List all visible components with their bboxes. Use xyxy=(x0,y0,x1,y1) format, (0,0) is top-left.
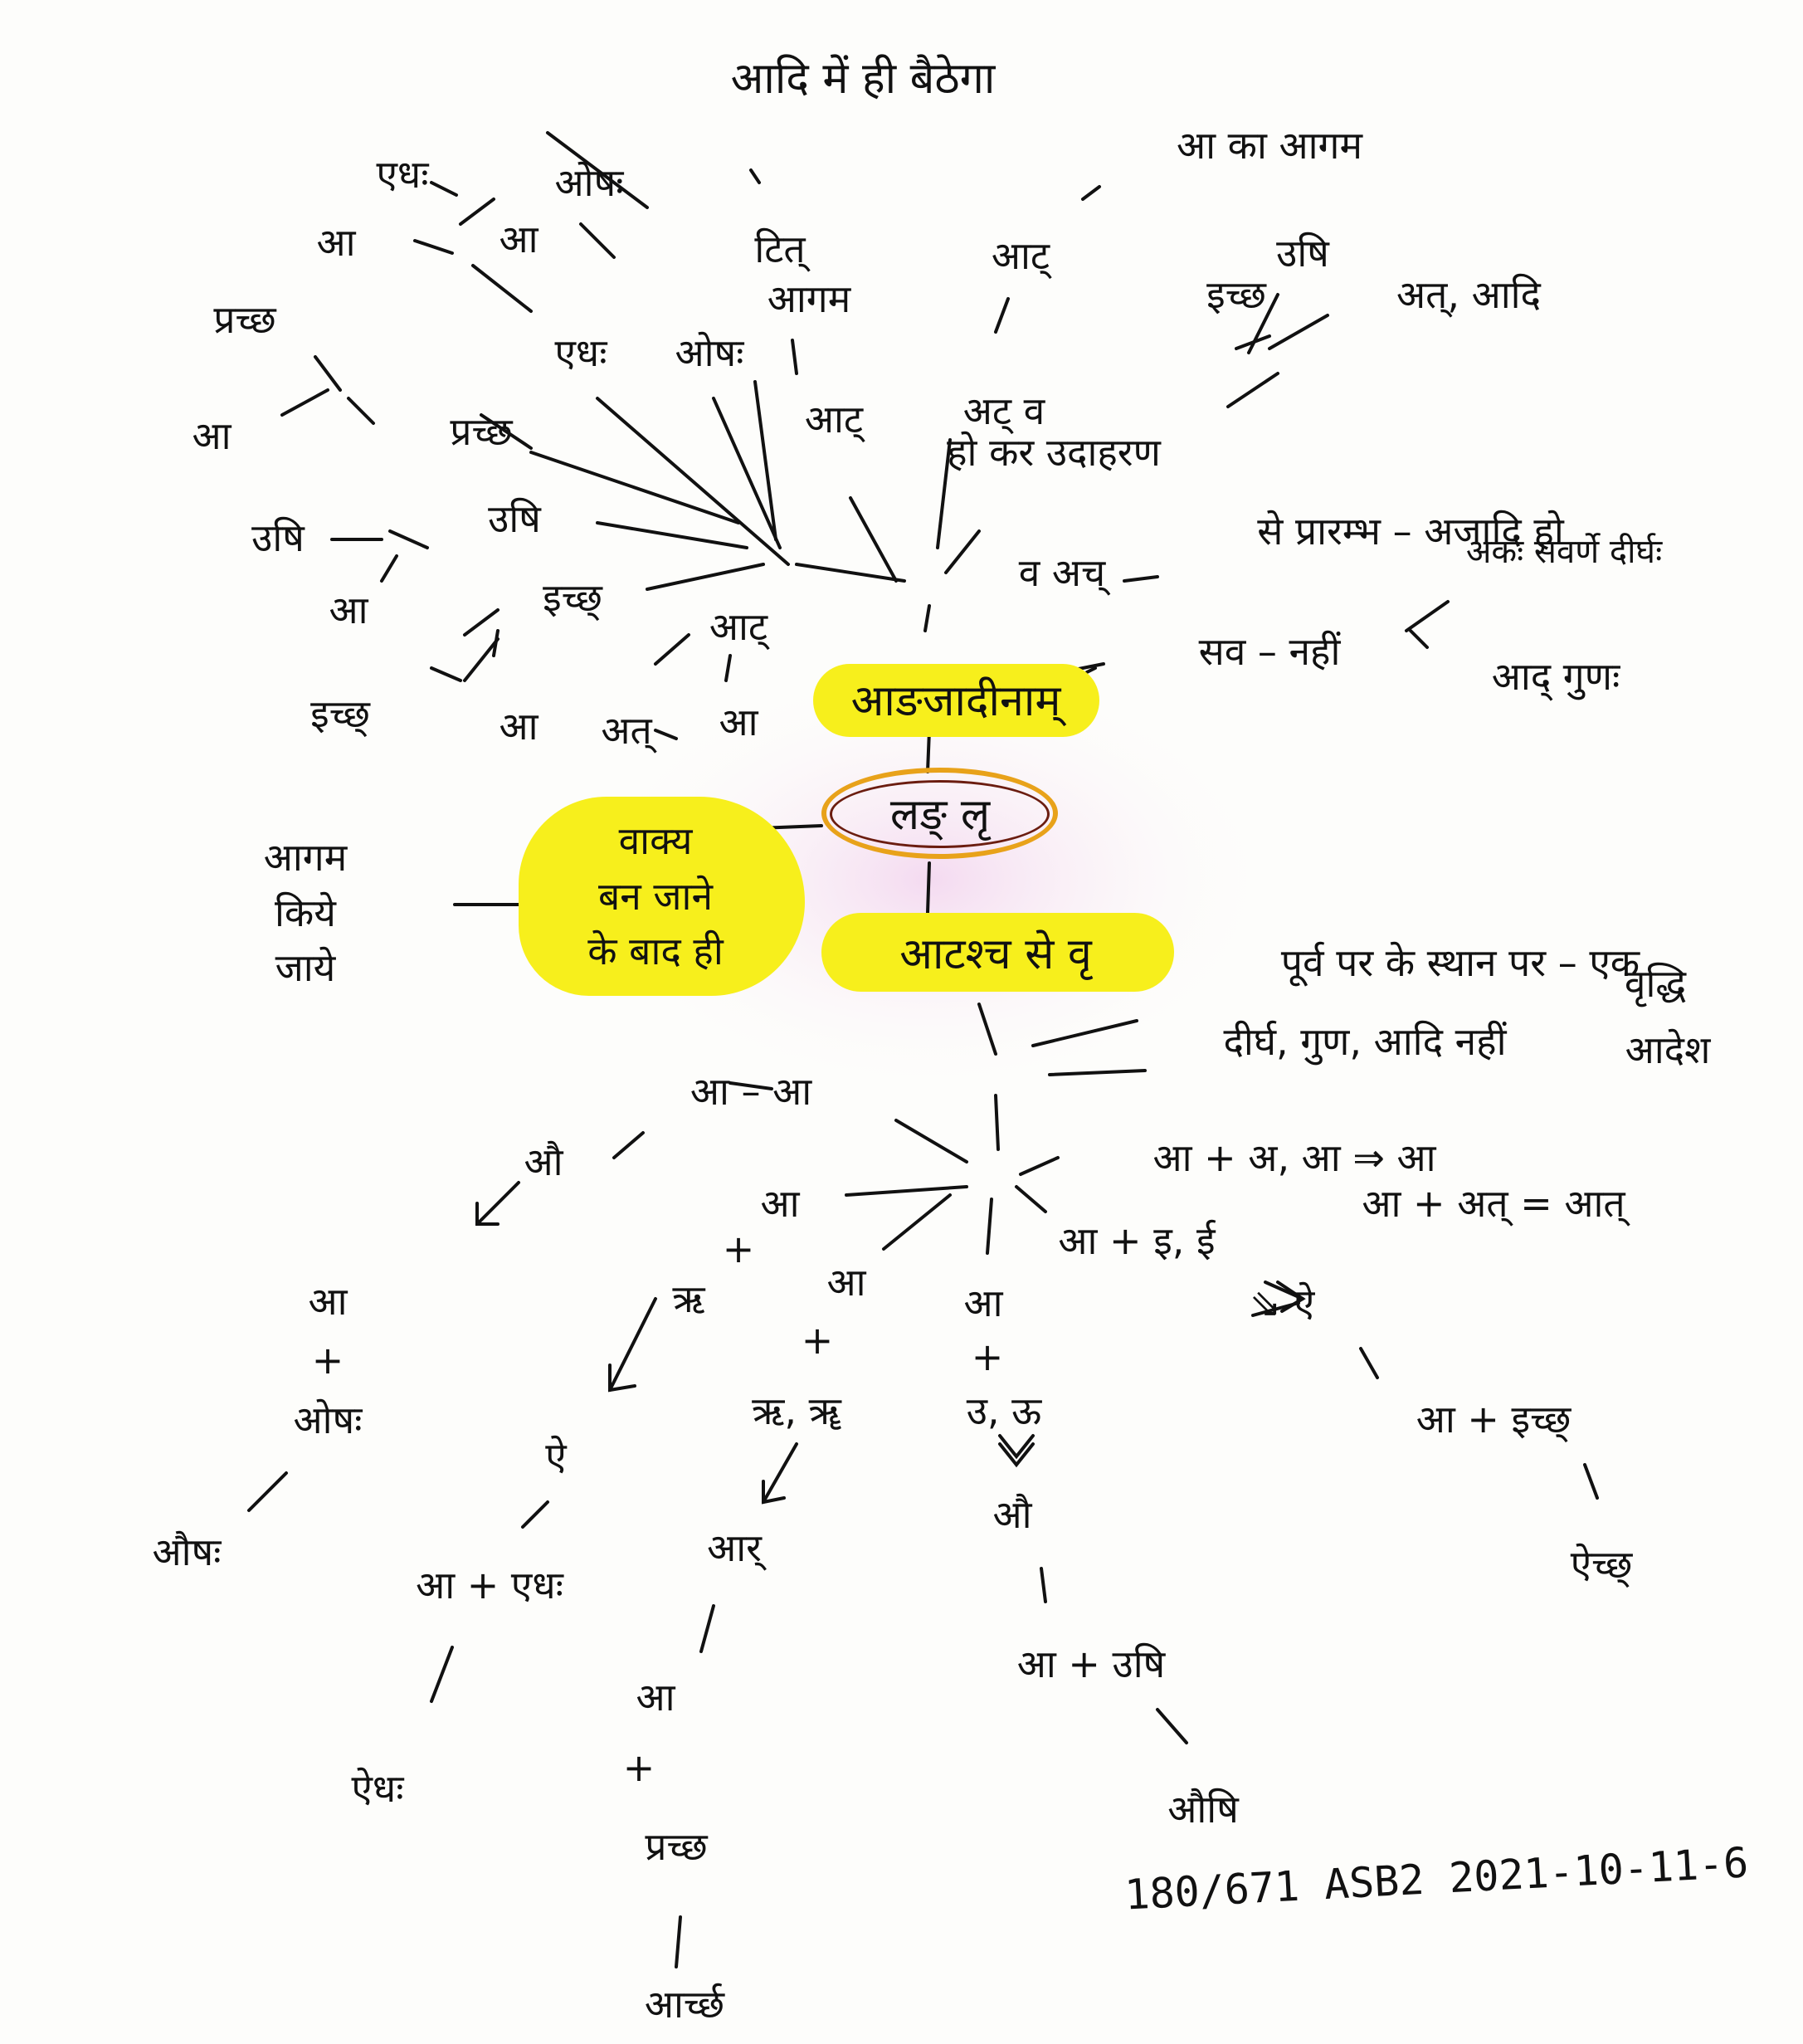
word-adi-me-hi: आदि में ही बैठेगा xyxy=(730,54,996,104)
word-sav-nahi: सव – नहीं xyxy=(1198,629,1341,674)
word-aat2: आट् xyxy=(804,397,864,441)
side-agam: आगम किये जाये xyxy=(264,830,347,996)
lower-plus2: + xyxy=(801,1318,834,1363)
center-left-line-1: वाक्य xyxy=(618,817,693,863)
side-line-3: जाये xyxy=(275,945,336,991)
word-aa4: आ xyxy=(329,588,368,632)
side-line-2: किये xyxy=(275,890,336,935)
lower-aa9: आ xyxy=(636,1675,675,1720)
lower-aa-plus-edh: आ + एधः xyxy=(416,1563,563,1607)
vriddhi: वृद्धि xyxy=(1624,961,1687,1006)
word-pichhad: प्रच्छ xyxy=(213,297,276,342)
word-akah-savarne: अकः सवर्णे दीर्घः xyxy=(1465,533,1663,571)
center-left-line-3: के बाद ही xyxy=(587,929,724,974)
lower-au2: औ xyxy=(992,1492,1032,1537)
word-aa3: आ xyxy=(192,413,231,458)
circle-inner xyxy=(830,780,1050,848)
word-hokar: हो कर उदाहरण xyxy=(947,430,1161,475)
word-va-ach: व अच् xyxy=(1018,550,1106,595)
circle-ring xyxy=(821,768,1058,859)
lower-aa-plus-osh-3: ओषः xyxy=(293,1397,363,1442)
word-at-adi: अत्, आदि xyxy=(1396,272,1541,317)
connector-lines xyxy=(247,131,1599,1968)
word-pichhad2: प्रच्छ xyxy=(450,409,513,454)
center-circle: लङ् लृ xyxy=(889,790,991,840)
lower-plus1: + xyxy=(722,1227,755,1271)
lower-aar: आर् xyxy=(707,1525,762,1570)
word-ushi2: उषि xyxy=(251,515,305,560)
center-left-line-2: बन जाने xyxy=(598,873,713,919)
word-aa2: आ xyxy=(499,217,538,261)
rule1: आ + अ, आ ⇒ आ xyxy=(1152,1135,1436,1180)
word-aat3: आट् xyxy=(709,604,768,649)
highlight-left xyxy=(519,797,805,996)
lower-aarchh: आर्च्छ xyxy=(644,1982,725,2027)
center-bottom: आटश्च से वृ xyxy=(899,929,1092,979)
word-aa5: आ xyxy=(499,704,538,749)
center-left: वाक्य बन जाने के बाद ही xyxy=(587,813,724,979)
word-aa-ka-agam: आ का आगम xyxy=(1177,123,1362,168)
side-line-1: आगम xyxy=(263,834,348,880)
ai-sym: ⇘ ऐ xyxy=(1249,1281,1315,1325)
aa-aa: आ – आ xyxy=(690,1069,812,1114)
word-ushi3: उषि xyxy=(488,496,541,541)
word-ushi1: उषि xyxy=(1276,231,1329,276)
word-at3: अत् xyxy=(601,708,652,753)
lower-plus4: + xyxy=(971,1334,1004,1379)
highlight-bottom xyxy=(821,913,1174,992)
lower-aa7: आ xyxy=(760,1181,800,1226)
aa-ie: आ + इ, ई xyxy=(1058,1218,1216,1263)
lower-ri-rii: ऋ, ॠ xyxy=(752,1388,841,1433)
rule2: आ + अत् = आत् xyxy=(1362,1181,1625,1226)
word-edh1: एधः xyxy=(376,152,429,197)
lower-aa-plus-ichh: आ + इच्छ् xyxy=(1416,1397,1572,1442)
word-agam: आगम xyxy=(767,276,851,321)
word-ichh3: इच्छ् xyxy=(310,691,370,736)
lower-aichh: ऐच्छ् xyxy=(1570,1542,1633,1587)
word-edh2: एधः xyxy=(554,330,607,375)
lower-aa-plus-osh: आ + ओषः xyxy=(294,1272,363,1450)
lower-pichhad3: प्रच्छ xyxy=(645,1824,708,1869)
lower-aa8: आ xyxy=(826,1260,866,1305)
lower-aush: औषः xyxy=(152,1529,222,1574)
word-aa1: आ xyxy=(316,220,356,265)
word-aat1: आट् xyxy=(991,233,1050,278)
lower-aa10: आ xyxy=(963,1281,1003,1325)
lower-aidh: ऐधः xyxy=(351,1766,404,1811)
lower-ri1: ऋ xyxy=(672,1276,705,1321)
word-at2: अट् व xyxy=(962,388,1045,433)
lower-plus3: + xyxy=(622,1745,655,1790)
word-osh1: ओषः xyxy=(554,160,624,205)
lower-au: औ xyxy=(524,1139,563,1184)
purva-line: पूर्व पर के स्थान पर – एक xyxy=(1280,940,1640,985)
word-ichh: इच्छ xyxy=(1206,272,1266,317)
highlight-top xyxy=(813,664,1099,737)
center-top: आङजादीनाम् xyxy=(850,676,1061,726)
lower-u-uu: उ, ऊ xyxy=(966,1388,1042,1433)
word-tit: टित् xyxy=(754,227,806,271)
word-ichh2: इच्छ् xyxy=(543,575,602,620)
lower-ai1: ऐ xyxy=(545,1434,567,1479)
lower-aa-plus-osh-1: आ xyxy=(308,1279,348,1324)
dirgh-line: दीर्घ, गुण, आदि नहीं xyxy=(1223,1019,1507,1064)
lower-aushi: औषि xyxy=(1167,1787,1239,1832)
adesh: आदेश xyxy=(1625,1027,1711,1072)
lower-aa-plus-osh-2: + xyxy=(311,1338,344,1383)
word-aad-gunah: आद् गुणः xyxy=(1491,654,1620,699)
lower-aa-plus-ushi: आ + उषि xyxy=(1016,1642,1166,1686)
word-aa6: आ xyxy=(719,700,758,744)
word-se-prarambh: से प्रारम्भ – अजादि हो xyxy=(1257,509,1564,554)
word-osh2: ओषः xyxy=(675,330,744,375)
